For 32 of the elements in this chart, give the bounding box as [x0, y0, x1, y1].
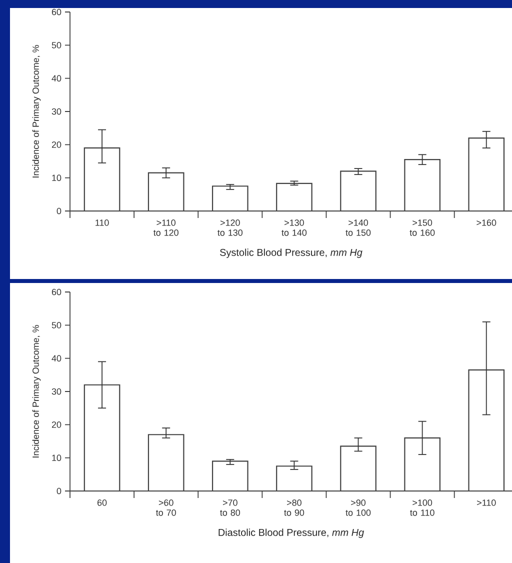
- x-tick-label: >110 to 120: [154, 220, 178, 236]
- x-tick-label: 60: [97, 500, 107, 506]
- y-axis-title: Incidence of Primary Outcome, %: [32, 45, 41, 178]
- y-tick-label: 30: [52, 108, 62, 115]
- y-tick-label: 50: [52, 42, 62, 48]
- y-tick-label: 20: [52, 421, 62, 428]
- x-tick-label: 110: [96, 220, 109, 226]
- y-tick-label: 20: [52, 141, 62, 148]
- y-axis-title: Incidence of Primary Outcome, %: [32, 325, 41, 458]
- x-tick-label: >90 to 100: [346, 500, 371, 516]
- x-axis-title: Systolic Blood Pressure, mm Hg: [220, 248, 362, 258]
- x-tick-label: >150 to 160: [410, 220, 435, 236]
- y-tick-label: 60: [52, 8, 62, 16]
- y-tick-label: 0: [56, 488, 62, 494]
- x-tick-label: >120 to 130: [218, 220, 243, 236]
- y-tick-label: 60: [52, 288, 62, 296]
- x-tick-label: >70 to 80: [220, 500, 240, 516]
- y-tick-label: 30: [52, 388, 62, 395]
- y-tick-label: 10: [52, 174, 62, 182]
- x-tick-label: >140 to 150: [346, 220, 371, 236]
- x-axis-title: Diastolic Blood Pressure, mm Hg: [218, 528, 364, 538]
- x-tick-label: >110: [477, 500, 496, 506]
- y-tick-label: 50: [52, 322, 62, 328]
- y-tick-label: 40: [52, 355, 62, 362]
- y-tick-label: 40: [52, 75, 62, 82]
- x-tick-label: >160: [476, 220, 496, 226]
- x-tick-label: >80 to 90: [284, 500, 304, 516]
- y-tick-label: 0: [56, 208, 62, 214]
- x-tick-label: >100 to 110: [410, 500, 434, 516]
- y-tick-label: 10: [52, 454, 62, 462]
- x-tick-label: >60 to 70: [156, 500, 176, 516]
- x-tick-label: >130 to 140: [282, 220, 307, 236]
